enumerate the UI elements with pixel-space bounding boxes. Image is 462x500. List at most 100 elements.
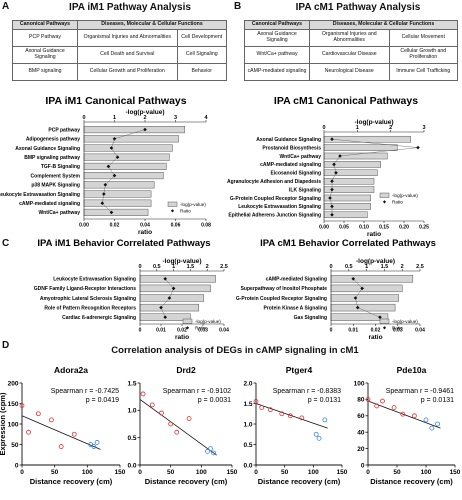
y-tick-label: 1.5	[243, 401, 252, 408]
bottom-tick-label: 0	[139, 328, 142, 334]
category-label: ILK Signaling	[289, 187, 321, 193]
data-point-red	[140, 391, 146, 397]
y-tick-label: 0.5	[127, 435, 136, 442]
regression-line	[255, 403, 328, 429]
legend-bar-swatch	[182, 318, 193, 324]
p-value: p = 0.0031	[198, 397, 231, 404]
chart-title: IPA cM1 Canonical Pathways	[274, 95, 418, 107]
category-label: Cardiac ß-adrenergic Signaling	[62, 315, 136, 321]
scatter-title: Ptger4	[286, 365, 313, 375]
chart-title: IPA iM1 Behavior Correlated Pathways	[37, 238, 210, 249]
ratio-point	[171, 286, 176, 291]
y-tick-label: 1.5	[127, 380, 136, 387]
data-point-red	[411, 413, 417, 419]
bottom-tick-label: 0.10	[359, 225, 369, 231]
category-label: G-Protein Coupled Receptor Signaling	[236, 296, 327, 302]
x-tick-label: 150	[450, 469, 461, 476]
x-tick-label: 50	[51, 469, 59, 476]
category-label: Amyotrophic Lateral Sclerosis Signaling	[40, 296, 136, 302]
x-tick-label: 100	[421, 469, 432, 476]
p-value: p = 0.0419	[86, 397, 119, 404]
category-label: BMP signaling pathway	[24, 155, 80, 161]
top-tick-label: 3	[174, 115, 177, 121]
x-axis-label: Distance recovery (cm)	[258, 477, 341, 486]
panel-c-letter: C	[2, 238, 10, 249]
bottom-tick-label: 0.15	[379, 225, 389, 231]
data-point-red	[365, 396, 371, 402]
data-point-red	[253, 399, 259, 404]
data-point-red	[400, 411, 406, 417]
bottom-tick-label: 0.08	[201, 223, 211, 229]
x-axis-label: Distance recovery (cm)	[30, 477, 113, 486]
data-point-red	[287, 413, 293, 419]
category-label: Leukocyte Extravasation Signaling	[0, 192, 80, 198]
category-label: Prostanoid Biosynthesis	[262, 145, 321, 151]
scatter-title: Pde10a	[397, 365, 427, 375]
bottom-tick-label: 0.01	[156, 328, 166, 334]
legend-ratio-label: Ratio	[180, 209, 191, 214]
table-cell: cAMP-mediated signaling	[244, 62, 310, 81]
table-cell: Behavior	[176, 62, 227, 81]
bottom-tick-label: 0.03	[198, 328, 208, 334]
top-tick-label: 3	[422, 125, 425, 131]
bar	[83, 208, 149, 216]
ratio-point	[112, 173, 117, 178]
y-tick-label: 1.0	[243, 421, 252, 428]
bottom-tick-label: 0.00	[79, 223, 89, 229]
y-tick-label: 0	[361, 462, 365, 469]
top-tick-label: 0.5	[345, 264, 353, 270]
data-point-red	[149, 402, 155, 408]
bar	[83, 153, 170, 161]
data-point-blue	[435, 421, 441, 427]
top-tick-label: 2	[206, 264, 209, 270]
data-point-red	[159, 410, 164, 416]
data-point-red	[299, 415, 305, 421]
panel-b-letter: B	[234, 1, 242, 12]
y-tick-label: 0.5	[243, 442, 252, 449]
legend-bar-swatch	[379, 192, 390, 198]
y-tick-label: 0.0	[127, 462, 136, 469]
bar	[330, 294, 399, 302]
top-tick-label: 2	[143, 115, 146, 121]
p-value: p = 0.0131	[421, 397, 454, 404]
ratio-point	[360, 286, 364, 291]
regression-line	[367, 400, 441, 429]
ratio-line	[102, 129, 146, 213]
top-axis-label: -log(p-value)	[356, 258, 395, 265]
table-cell: Cellular Growth and Proliferation	[77, 62, 178, 81]
bottom-axis-label: ratio	[175, 334, 189, 341]
x-tick-label: 100	[196, 469, 207, 476]
top-axis-label: -log(p-value)	[126, 109, 165, 116]
regression-line	[21, 415, 101, 450]
data-point-red	[259, 405, 265, 411]
data-point-blue	[423, 417, 429, 423]
panel-d-title: Correlation analysis of DEGs in cAMP sig…	[111, 345, 359, 356]
data-point-blue	[429, 425, 435, 431]
ratio-point	[416, 145, 420, 150]
data-point-blue	[91, 444, 97, 449]
ratio-point	[100, 201, 105, 205]
top-tick-label: 0.5	[153, 264, 161, 270]
bottom-tick-label: 0.01	[348, 328, 358, 334]
y-tick-label: 20	[357, 446, 365, 453]
y-tick-label: 50	[11, 442, 19, 449]
bar	[323, 152, 388, 160]
panel-a-letter: A	[2, 1, 10, 12]
data-point-red	[279, 411, 285, 417]
data-point-blue	[205, 448, 210, 454]
y-tick-label: 0.0	[243, 462, 252, 469]
top-tick-label: 1.5	[187, 264, 195, 270]
bottom-axis-label: ratio	[368, 334, 382, 341]
ratio-point	[351, 277, 356, 281]
category-label: Epithelial Adherens Junction Signaling	[228, 213, 321, 219]
data-point-blue	[322, 417, 328, 423]
legend-ratio-label: Ratio	[392, 326, 403, 331]
category-label: Adipogenesis pathway	[26, 137, 80, 143]
category-label: Wnt/Ca+ pathway	[38, 210, 80, 216]
spearman-r: Spearman r = -0.7425	[51, 388, 119, 395]
spearman-r: Spearman r = -0.9461	[386, 388, 454, 395]
data-point-red	[267, 407, 273, 413]
legend-ratio-swatch	[382, 200, 387, 204]
bar	[139, 294, 205, 302]
legend-ratio-swatch	[170, 209, 175, 213]
